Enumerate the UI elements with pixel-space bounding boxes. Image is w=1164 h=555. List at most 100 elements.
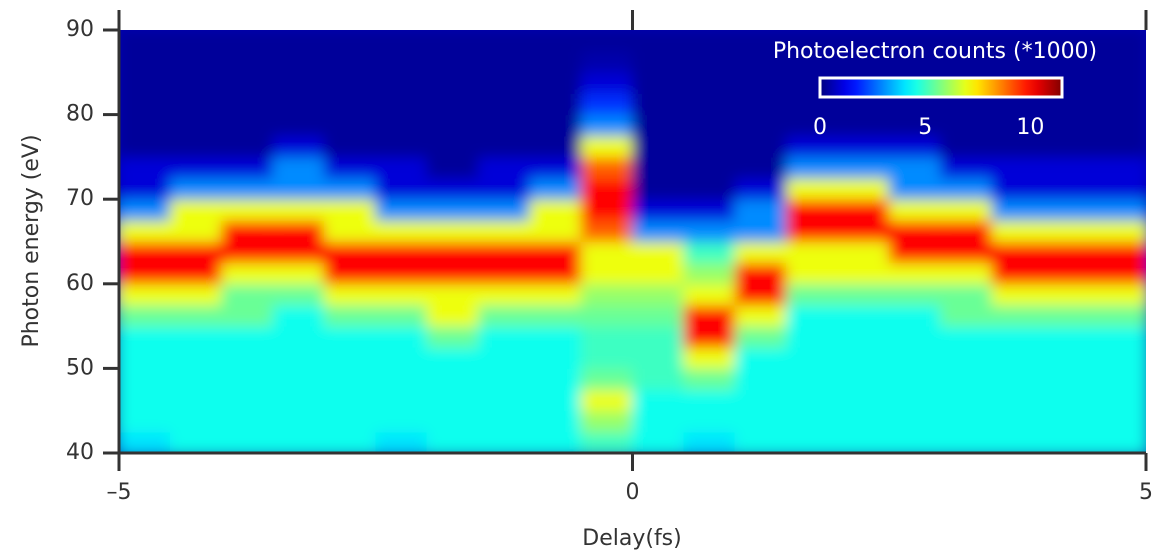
heatmap-cell [477, 262, 531, 285]
heatmap-cell [426, 156, 479, 179]
heatmap-cell [323, 30, 377, 52]
heatmap-cell [940, 389, 993, 412]
heatmap-cell [888, 156, 942, 179]
heatmap-cell [221, 156, 274, 179]
heatmap-cell [323, 177, 377, 200]
heatmap-cell [837, 431, 890, 453]
heatmap-cell [426, 283, 479, 306]
heatmap-cell [529, 304, 582, 327]
heatmap-cell [632, 283, 685, 306]
heatmap-cell [940, 304, 993, 327]
heatmap-cell [837, 367, 890, 391]
heatmap-cell [683, 198, 736, 221]
colorbar-label: Photoelectron counts (*1000) [773, 39, 1097, 64]
heatmap-cell [1094, 367, 1146, 391]
heatmap-cell [991, 262, 1044, 285]
heatmap-cell [940, 367, 993, 391]
heatmap-cell [426, 177, 479, 200]
heatmap-cell [786, 135, 839, 158]
heatmap-cell [375, 50, 428, 73]
heatmap-cell [580, 198, 633, 221]
heatmap-cell [1094, 304, 1146, 327]
heatmap-cell [734, 92, 788, 116]
heatmap-cell [580, 71, 633, 94]
heatmap-cell [426, 431, 479, 453]
heatmap-cell [786, 198, 839, 221]
heatmap-cell [529, 367, 582, 391]
heatmap-cell [1042, 346, 1096, 369]
heatmap-cell [477, 431, 531, 453]
heatmap-cell [734, 30, 788, 52]
heatmap-cell [1094, 30, 1146, 52]
heatmap-cell [529, 241, 582, 264]
heatmap-cell [683, 219, 736, 242]
colorbar: 0 5 10 [813, 76, 1064, 140]
heatmap-cell [119, 346, 171, 369]
heatmap-cell [119, 304, 171, 327]
heatmap-cell [940, 177, 993, 200]
heatmap-cell [169, 71, 223, 94]
heatmap-cell [529, 410, 582, 433]
heatmap-cell [580, 50, 633, 73]
heatmap-cell [734, 71, 788, 94]
heatmap-cell [888, 346, 942, 369]
heatmap-cell [323, 410, 377, 433]
heatmap-cell [221, 114, 274, 137]
heatmap-cell [272, 241, 325, 264]
heatmap-cell [477, 367, 531, 391]
heatmap-cell [272, 262, 325, 285]
heatmap-cell [991, 431, 1044, 453]
heatmap-cell [734, 198, 788, 221]
heatmap-cell [580, 431, 633, 453]
heatmap-cell [940, 346, 993, 369]
heatmap-cell [734, 283, 788, 306]
heatmap-cell [272, 135, 325, 158]
heatmap-cell [580, 410, 633, 433]
heatmap-cell [119, 219, 171, 242]
heatmap-cell [991, 410, 1044, 433]
heatmap-cell [734, 219, 788, 242]
heatmap-cell [991, 367, 1044, 391]
heatmap-cell [888, 367, 942, 391]
heatmap-cell [375, 367, 428, 391]
heatmap-cell [1042, 114, 1096, 137]
heatmap-cell [119, 177, 171, 200]
heatmap-cell [888, 283, 942, 306]
heatmap-cell [888, 177, 942, 200]
heatmap-cell [1042, 177, 1096, 200]
heatmap-cell [323, 156, 377, 179]
heatmap-cell [477, 346, 531, 369]
heatmap-cell [683, 283, 736, 306]
heatmap-cell [323, 92, 377, 116]
heatmap-cell [221, 304, 274, 327]
y-axis-label: Photon energy (eV) [19, 134, 44, 347]
heatmap-cell [632, 30, 685, 52]
heatmap-cell [734, 177, 788, 200]
heatmap-cell [786, 389, 839, 412]
heatmap-cell [119, 325, 171, 348]
heatmap-cell [888, 241, 942, 264]
heatmap-cell [940, 241, 993, 264]
heatmap-cell [221, 283, 274, 306]
heatmap-cell [169, 262, 223, 285]
heatmap-cell [169, 325, 223, 348]
heatmap-cell [272, 156, 325, 179]
heatmap-cell [426, 92, 479, 116]
heatmap-cell [837, 346, 890, 369]
heatmap-cell [991, 325, 1044, 348]
heatmap-cell [683, 325, 736, 348]
heatmap-cell [477, 30, 531, 52]
heatmap-cell [272, 30, 325, 52]
heatmap-cell [991, 283, 1044, 306]
heatmap-cell [477, 50, 531, 73]
heatmap-cell [786, 367, 839, 391]
heatmap-cell [786, 304, 839, 327]
heatmap-cell [272, 50, 325, 73]
heatmap-cell [426, 304, 479, 327]
heatmap-cell [169, 50, 223, 73]
heatmap-cell [375, 304, 428, 327]
colorbar-scale [818, 76, 1064, 99]
heatmap-cell [632, 71, 685, 94]
heatmap-cell [119, 114, 171, 137]
